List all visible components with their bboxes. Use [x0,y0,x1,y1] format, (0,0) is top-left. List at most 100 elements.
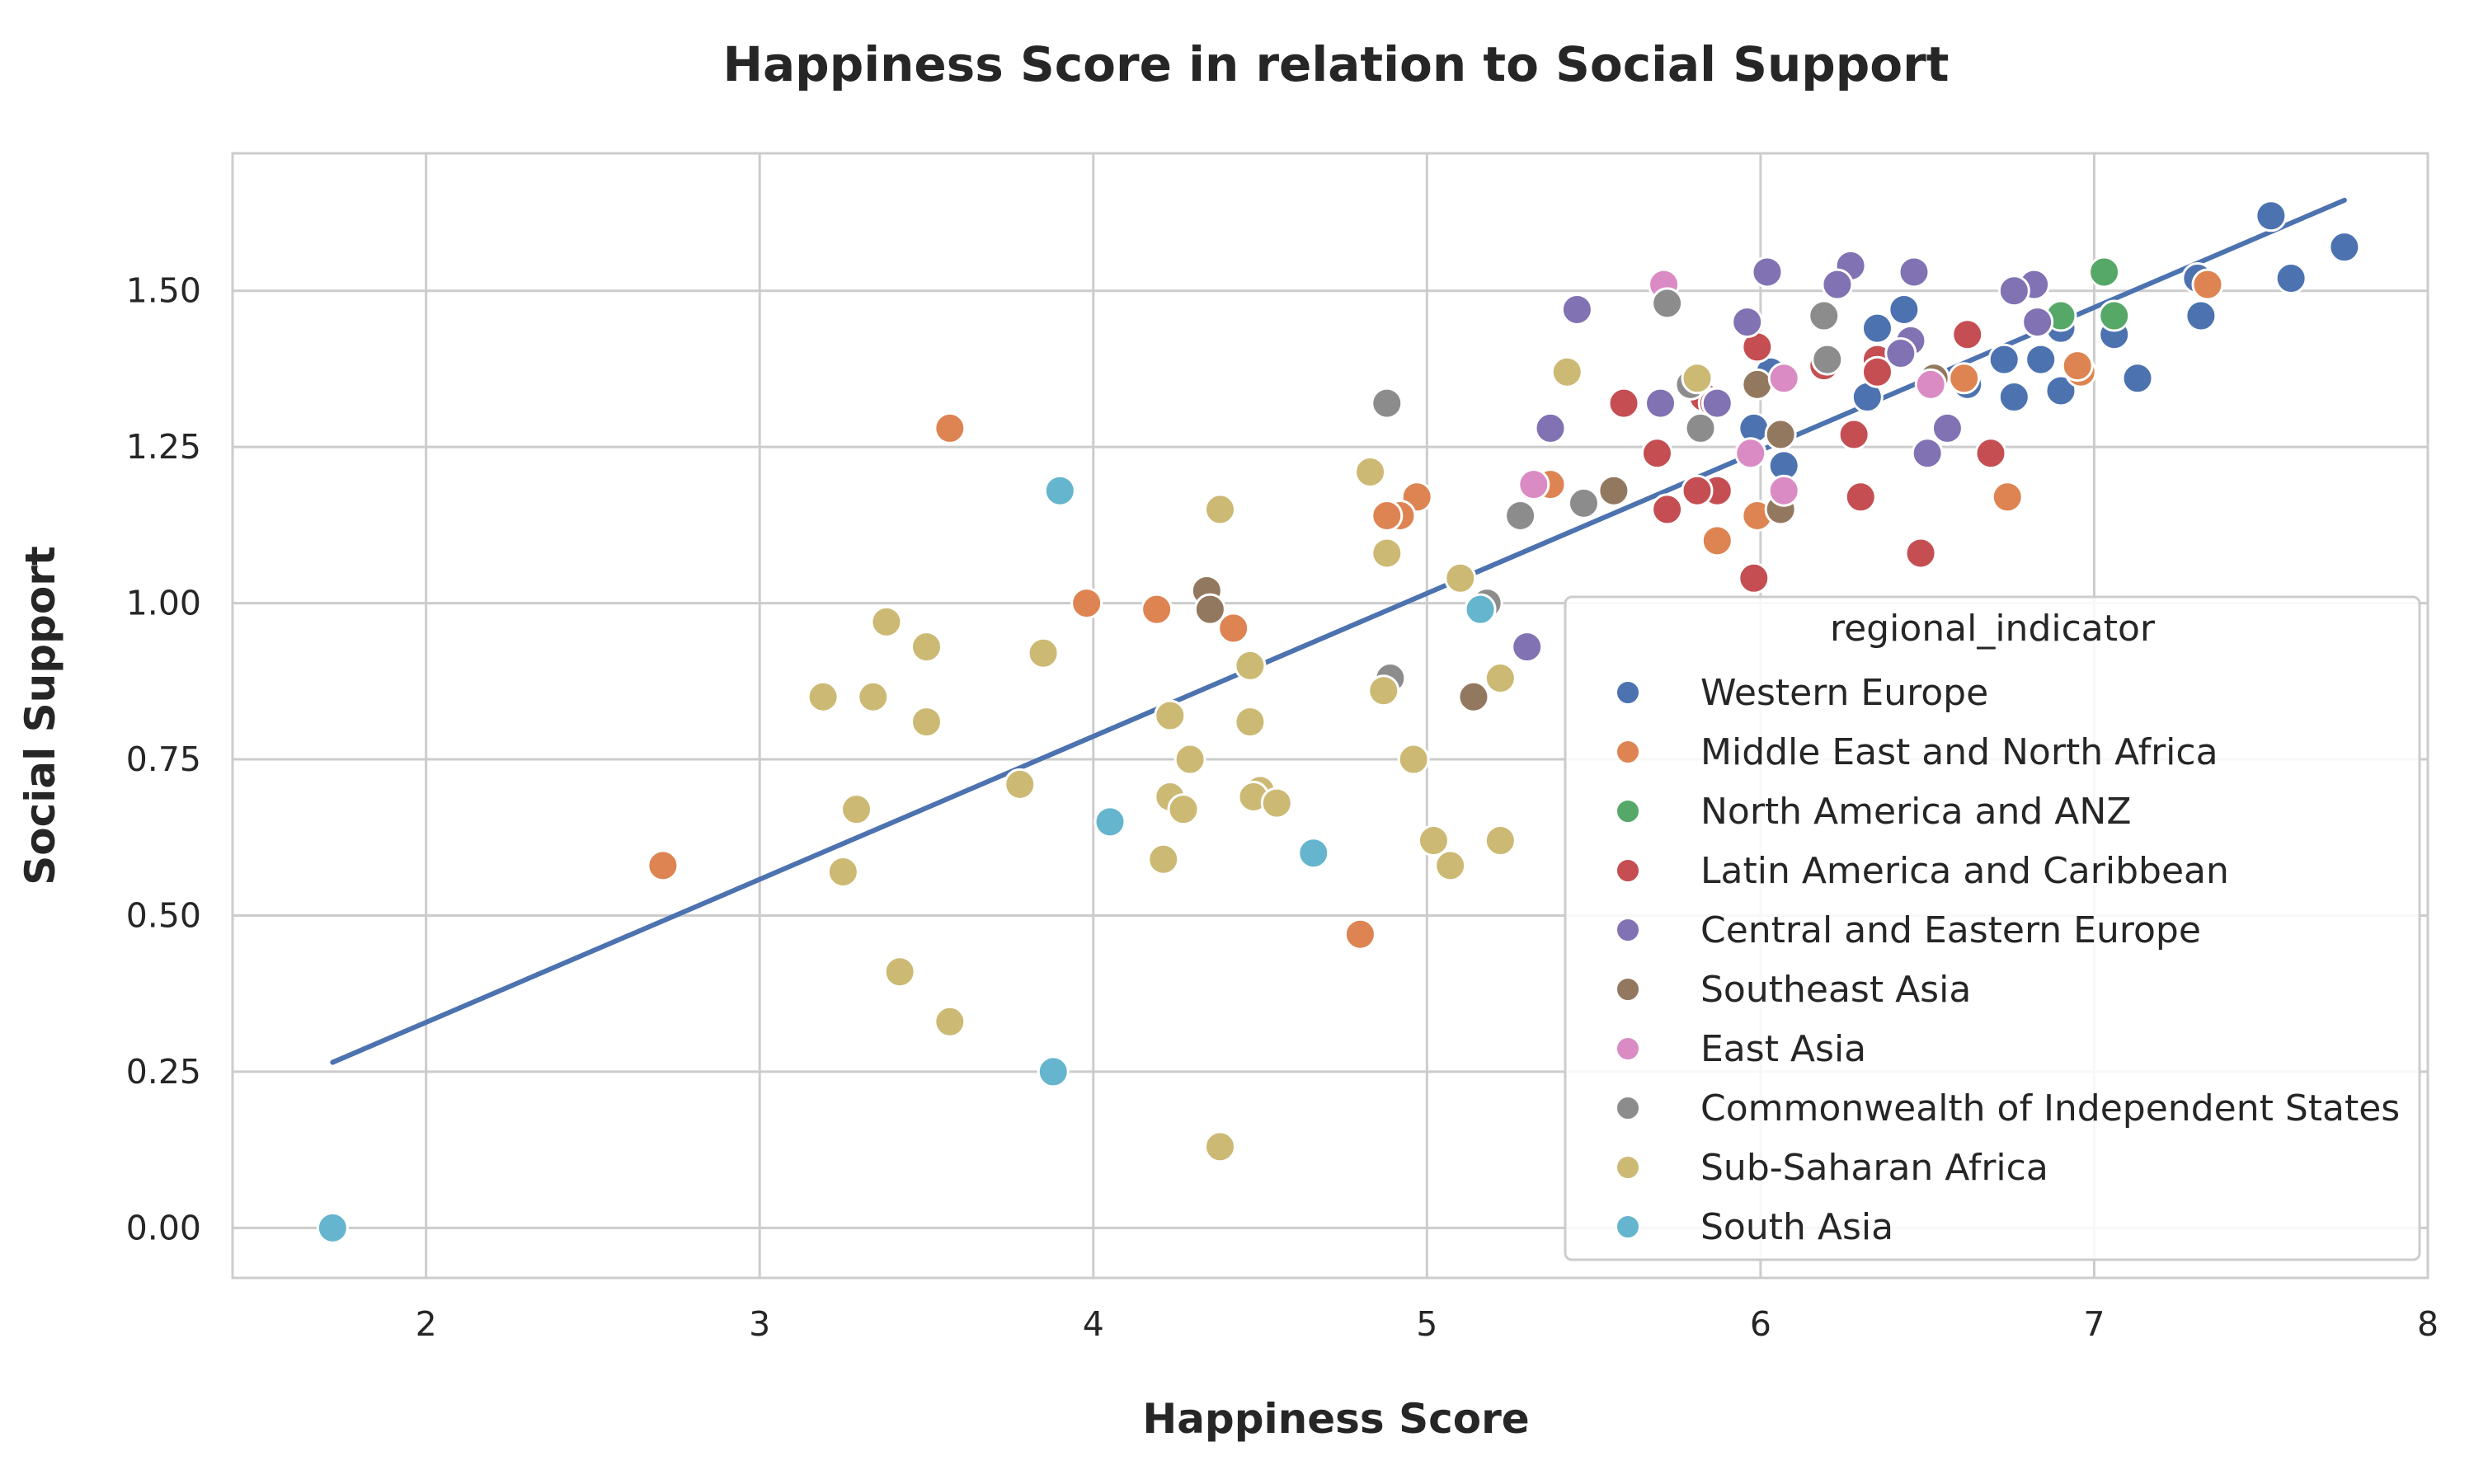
point-sub-saharan-africa [1681,362,1714,395]
point-commonwealth-of-independent-states [1811,343,1844,376]
y-tick-label: 1.25 [126,427,201,467]
x-tick-label: 8 [2417,1304,2439,1344]
point-sub-saharan-africa [910,706,943,739]
point-south-asia [316,1211,349,1244]
point-latin-america-and-caribbean [1837,418,1870,451]
point-latin-america-and-caribbean [1904,537,1937,570]
point-central-and-eastern-europe [1511,631,1544,664]
y-tick-label: 1.50 [126,271,201,311]
point-middle-east-and-north-africa [2061,350,2094,383]
point-sub-saharan-africa [1174,743,1206,776]
point-central-and-eastern-europe [1560,293,1593,326]
point-middle-east-and-north-africa [1070,587,1103,620]
point-sub-saharan-africa [1147,843,1180,876]
point-central-and-eastern-europe [1898,256,1931,289]
legend-label: East Asia [1700,1028,1866,1070]
x-tick-labels: 2 3 4 5 6 7 8 [416,1304,2439,1344]
legend-label: Sub-Saharan Africa [1700,1147,2048,1189]
plot-frame [231,152,2429,1280]
point-south-asia [1037,1055,1070,1088]
point-middle-east-and-north-africa [1217,612,1250,645]
point-east-asia [1914,368,1947,401]
point-central-and-eastern-europe [1644,387,1677,420]
point-central-and-eastern-europe [1751,256,1784,289]
legend-marker [1616,918,1640,942]
point-western-europe [1860,312,1893,345]
point-latin-america-and-caribbean [1844,481,1877,514]
point-western-europe [2121,362,2154,395]
point-sub-saharan-africa [883,956,916,989]
legend-label: Western Europe [1700,672,1988,714]
point-sub-saharan-africa [1203,1130,1236,1163]
y-tick-labels: 0.00 0.25 0.50 0.75 1.00 1.25 1.50 [126,271,201,1248]
legend: regional_indicator Western Europe Middle … [1564,595,2421,1261]
point-sub-saharan-africa [1234,649,1267,682]
y-tick-label: 0.00 [126,1208,201,1247]
point-middle-east-and-north-africa [1700,524,1733,557]
legend-marker [1616,799,1640,824]
point-sub-saharan-africa [1371,537,1404,570]
point-middle-east-and-north-africa [1991,481,2024,514]
point-sub-saharan-africa [1354,455,1387,488]
point-sub-saharan-africa [1260,787,1293,819]
point-central-and-eastern-europe [2021,306,2054,339]
y-tick-label: 1.00 [126,584,201,623]
point-sub-saharan-africa [857,680,890,713]
point-south-asia [1297,837,1330,870]
x-tick-label: 7 [2083,1304,2105,1344]
point-commonwealth-of-independent-states [1651,287,1684,320]
data-points [316,200,2361,1244]
point-commonwealth-of-independent-states [1684,411,1717,444]
point-western-europe [2255,200,2288,232]
point-sub-saharan-africa [1484,824,1517,857]
point-sub-saharan-africa [826,855,859,888]
point-western-europe [1888,293,1921,326]
legend-marker [1616,680,1640,705]
point-commonwealth-of-independent-states [1567,486,1600,519]
point-middle-east-and-north-africa [1343,918,1376,951]
legend-marker [1616,1096,1640,1120]
point-latin-america-and-caribbean [1974,437,2007,470]
regression-layer [330,197,2347,1065]
point-middle-east-and-north-africa [2191,268,2224,301]
point-sub-saharan-africa [1167,793,1200,826]
point-central-and-eastern-europe [1821,268,1854,301]
point-sub-saharan-africa [870,605,903,638]
legend-label: North America and ANZ [1700,791,2131,833]
point-sub-saharan-africa [1444,561,1477,594]
point-sub-saharan-africa [1367,674,1400,707]
point-south-asia [1464,593,1497,626]
chart-title: Happiness Score in relation to Social Su… [723,36,1950,92]
point-sub-saharan-africa [807,680,840,713]
point-central-and-eastern-europe [1700,387,1733,420]
point-latin-america-and-caribbean [1681,474,1714,507]
point-sub-saharan-africa [1203,493,1236,526]
point-commonwealth-of-independent-states [1808,299,1841,332]
x-axis-label: Happiness Score [1142,1395,1529,1443]
point-commonwealth-of-independent-states [1504,500,1537,533]
point-central-and-eastern-europe [1911,437,1944,470]
legend-title: regional_indicator [1830,608,2156,650]
point-sub-saharan-africa [1417,824,1450,857]
point-latin-america-and-caribbean [1738,561,1771,594]
point-central-and-eastern-europe [1534,411,1567,444]
point-sub-saharan-africa [934,1005,967,1038]
legend-label: Middle East and North Africa [1700,731,2218,773]
point-southeast-asia [1764,418,1797,451]
x-tick-label: 4 [1083,1304,1104,1344]
point-southeast-asia [1457,680,1490,713]
point-latin-america-and-caribbean [1951,318,1984,351]
x-tick-label: 2 [416,1304,437,1344]
point-southeast-asia [1741,368,1774,401]
legend-label: Commonwealth of Independent States [1700,1087,2400,1129]
legend-marker [1616,1214,1640,1239]
point-north-america-and-anz [2088,256,2121,289]
point-latin-america-and-caribbean [1640,437,1673,470]
legend-label: Central and Eastern Europe [1700,909,2201,951]
y-axis-label: Social Support [16,546,64,885]
legend-marker [1616,858,1640,883]
legend-box [1564,595,2421,1261]
point-western-europe [1997,381,2030,414]
x-tick-label: 5 [1416,1304,1437,1344]
